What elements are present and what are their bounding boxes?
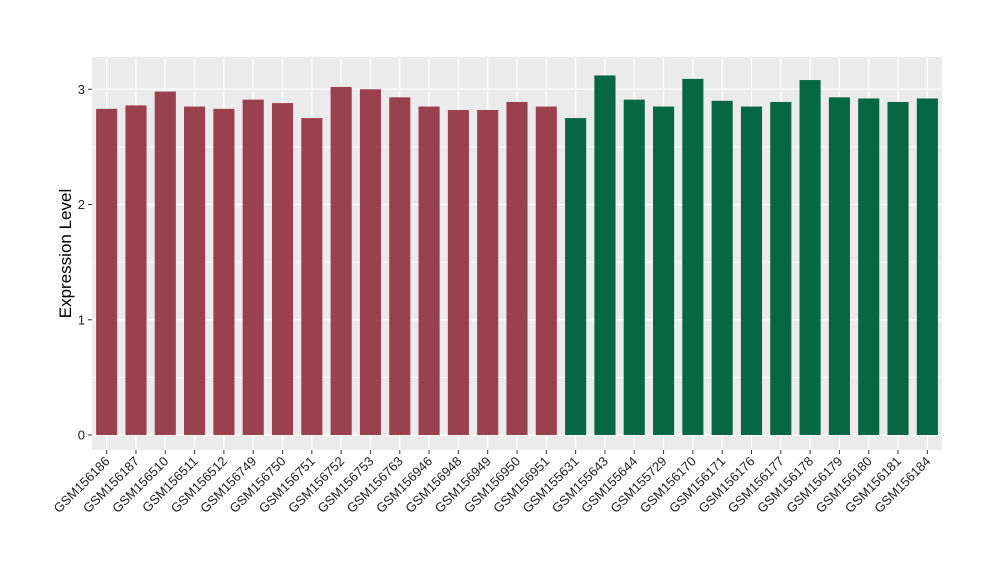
bar-GSM156186 [96,108,118,436]
bar-GSM156512 [213,108,235,436]
bar-GSM156946 [418,106,440,436]
bar-GSM156751 [301,118,323,436]
bar-GSM156510 [154,91,176,436]
bar-GSM156170 [682,78,704,436]
bar-GSM156951 [535,106,557,436]
bar-GSM156179 [828,97,850,436]
y-tick-label: 0 [78,428,85,443]
bar-GSM156184 [916,98,938,436]
bar-GSM155644 [623,99,645,436]
bar-GSM155643 [594,75,616,436]
y-tick-label: 1 [78,312,85,327]
x-axis: GSM156186GSM156187GSM156510GSM156511GSM1… [51,450,933,516]
bar-GSM156763 [389,97,411,436]
bar-GSM156171 [711,100,733,436]
bar-GSM156749 [242,99,264,436]
y-axis-title: Expression Level [56,189,75,318]
bar-GSM156177 [770,101,792,436]
bar-GSM156750 [271,103,294,436]
bar-GSM156511 [184,106,206,436]
y-axis: 0 1 2 3 [78,82,92,443]
y-tick-label: 2 [78,197,85,212]
bars [96,75,938,436]
bar-GSM156178 [799,80,821,436]
bar-GSM156949 [477,110,499,436]
bar-GSM156752 [330,86,352,436]
bar-GSM156180 [858,98,880,436]
bar-GSM156176 [740,106,763,436]
bar-GSM156181 [887,101,909,436]
bar-GSM156187 [125,105,147,436]
bar-GSM156948 [447,110,469,436]
bar-GSM156950 [506,101,528,436]
bar-GSM155631 [565,118,587,436]
bar-GSM155729 [653,106,675,436]
y-tick-label: 3 [78,82,85,97]
bar-GSM156753 [359,89,381,436]
